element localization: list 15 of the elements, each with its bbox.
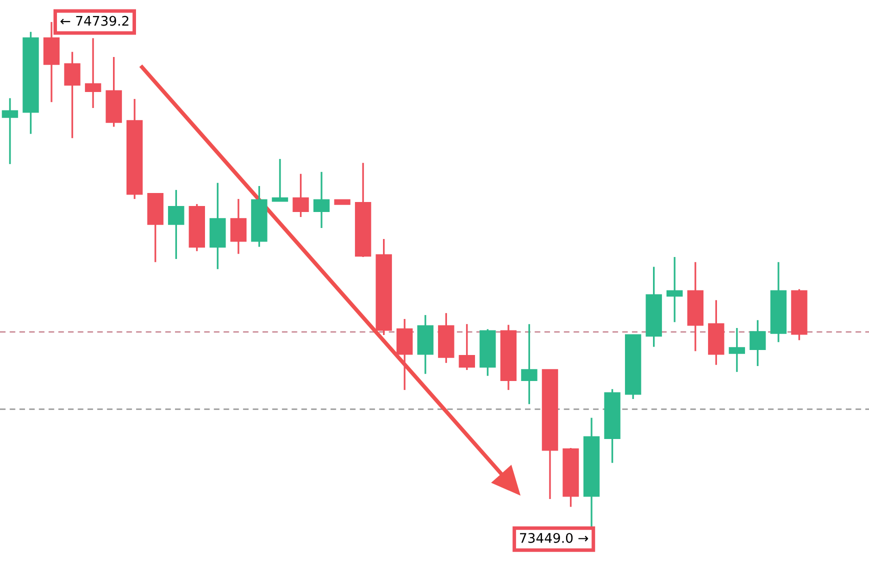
candlestick — [292, 173, 309, 218]
candlestick — [313, 171, 330, 229]
text: 73449.0 → — [520, 532, 588, 543]
candlestick — [84, 37, 102, 109]
candlestick — [272, 158, 288, 202]
candlestick — [64, 51, 80, 140]
annotation: ← 74739.2 — [60, 16, 128, 26]
candlestick — [168, 189, 184, 260]
candlestick — [458, 323, 476, 371]
candlestick — [521, 323, 538, 405]
candlestick — [750, 319, 766, 367]
candlestick — [230, 198, 247, 255]
candlestick — [728, 327, 746, 373]
candlestick — [666, 256, 683, 323]
candlestick — [2, 97, 18, 165]
